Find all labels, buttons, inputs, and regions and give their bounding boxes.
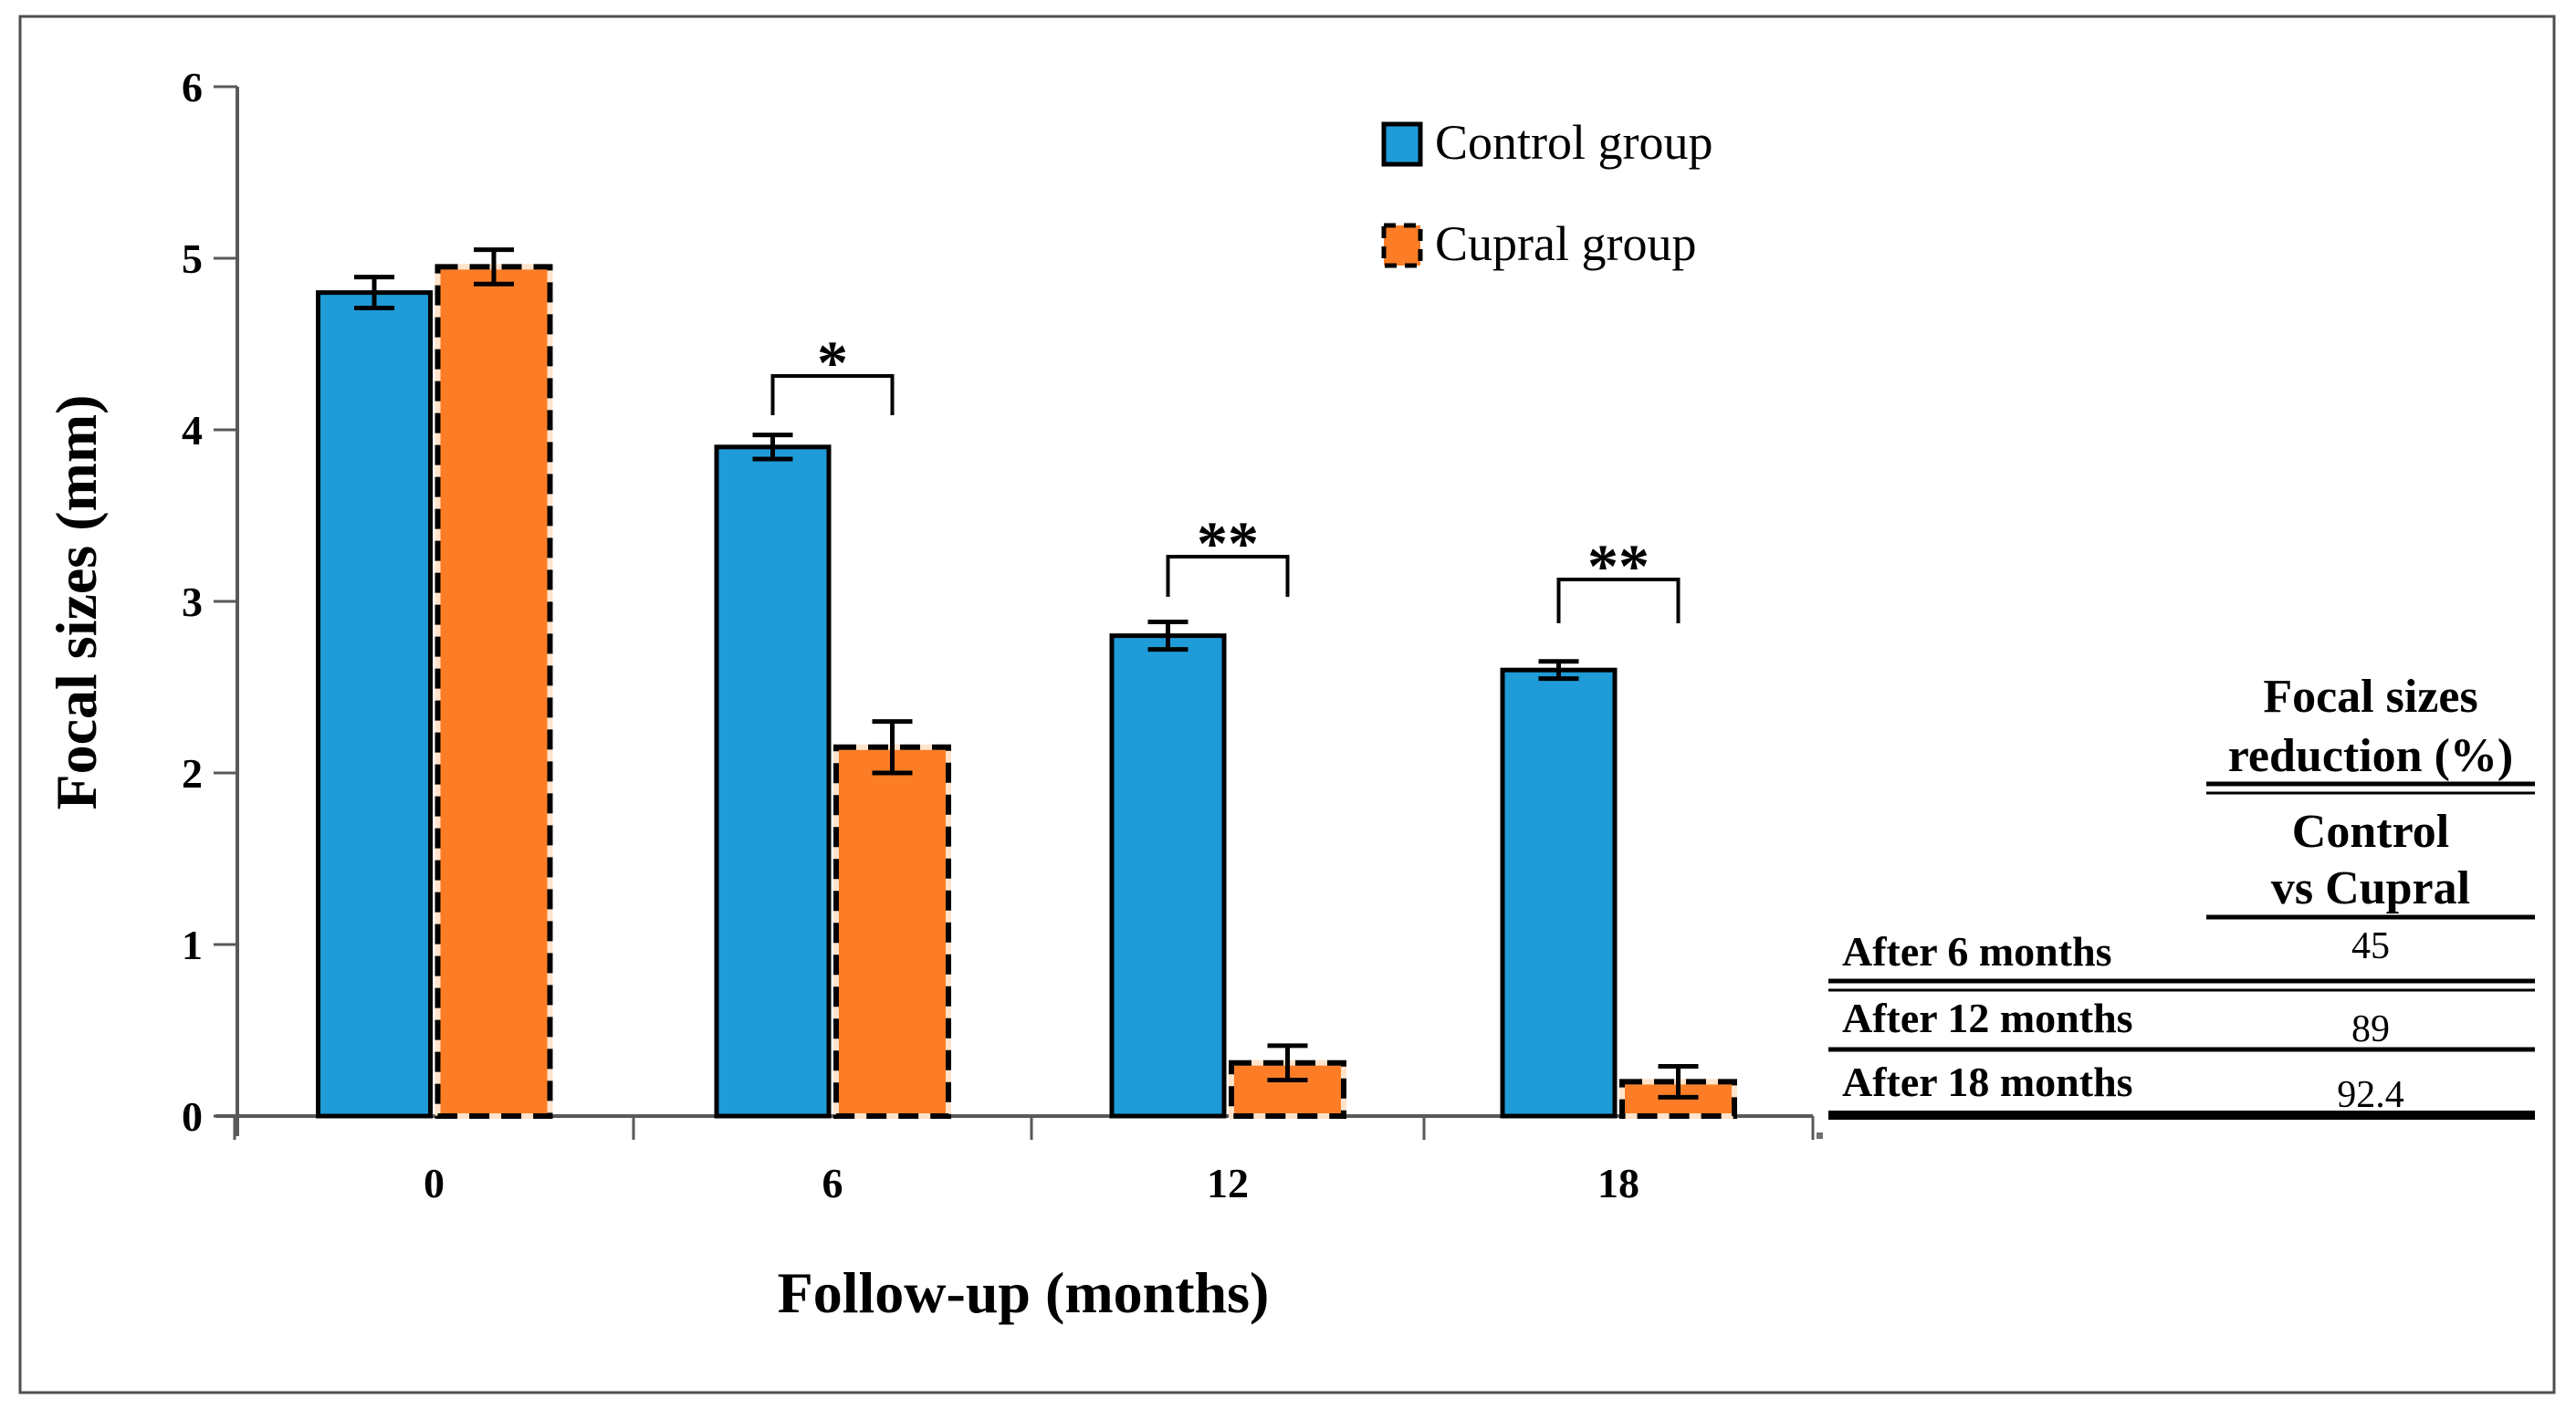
x-axis-ticks: 0 6 12 18 — [233, 1116, 1815, 1206]
legend-swatch-control — [1381, 121, 1423, 167]
error-bar-control-18 — [1538, 659, 1579, 682]
bar-cupral-6-dashed-border — [833, 744, 951, 1119]
y-tick-label: 1 — [182, 922, 203, 968]
sig-bracket-6 — [770, 374, 895, 415]
x-category-label: 0 — [424, 1160, 445, 1206]
sig-stars-12: ** — [1197, 508, 1259, 578]
table-row-label: After 18 months — [1842, 1059, 2133, 1105]
legend-item-cupral: Cupral group — [1381, 216, 1696, 271]
sig-bracket-12 — [1166, 555, 1290, 597]
figure-border — [18, 15, 2556, 1394]
y-tick-label: 2 — [182, 750, 203, 797]
table-row-value: 45 — [2351, 925, 2390, 967]
error-bar-control-12 — [1147, 620, 1189, 652]
bar-control-6 — [714, 444, 832, 1119]
legend-label: Control group — [1435, 115, 1713, 170]
table-subheader-line2: vs Cupral — [2271, 862, 2470, 914]
table-row-label: After 6 months — [1842, 928, 2112, 975]
bar-cupral-18-dashed-border — [1619, 1079, 1737, 1120]
error-bar-control-0 — [354, 275, 394, 311]
sig-bracket-18 — [1556, 578, 1681, 623]
legend-swatch-cupral — [1384, 225, 1420, 266]
error-bar-cupral-0 — [474, 247, 514, 287]
table-header-line2: reduction (%) — [2228, 730, 2513, 782]
y-tick-label: 6 — [182, 64, 203, 110]
legend-label: Cupral group — [1435, 216, 1696, 271]
bar-control-0 — [316, 290, 433, 1119]
sig-stars-18: ** — [1587, 531, 1649, 600]
bar-cupral-12-dashed-border — [1229, 1059, 1346, 1119]
axis-end-dot — [1817, 1132, 1823, 1139]
error-bars-layer — [354, 247, 1699, 1100]
table-row-value: 92.4 — [2337, 1074, 2404, 1116]
legend: Control group Cupral group — [1381, 115, 1713, 271]
sig-stars-6: * — [817, 328, 848, 397]
error-bar-cupral-12 — [1267, 1043, 1308, 1083]
x-category-label: 6 — [822, 1160, 843, 1206]
y-tick-label: 3 — [182, 579, 203, 625]
table-row-value: 89 — [2351, 1008, 2390, 1050]
error-bar-control-6 — [752, 433, 793, 462]
y-tick-label: 0 — [182, 1093, 203, 1140]
x-category-label: 18 — [1597, 1160, 1639, 1206]
y-tick-label: 4 — [182, 407, 203, 454]
error-bar-cupral-18 — [1658, 1063, 1699, 1100]
y-axis-ticks: 0 1 2 3 4 5 6 — [182, 64, 237, 1140]
bar-cupral-0 — [437, 266, 550, 1116]
bar-control-18 — [1500, 667, 1618, 1119]
legend-item-control: Control group — [1381, 115, 1713, 170]
y-axis-title: Focal sizes (mm) — [44, 395, 109, 810]
bars-layer — [316, 264, 1737, 1120]
x-axis-title: Follow-up (months) — [778, 1260, 1270, 1325]
bar-cupral-6 — [836, 746, 948, 1116]
table-header-line1: Focal sizes — [2263, 671, 2477, 723]
bar-control-12 — [1109, 633, 1227, 1119]
error-bar-cupral-6 — [872, 719, 913, 776]
y-tick-label: 5 — [182, 235, 203, 282]
significance-brackets-layer: *** ** — [770, 328, 1681, 623]
table-row-label: After 12 months — [1842, 995, 2133, 1041]
table-subheader-line1: Control — [2292, 806, 2449, 858]
x-category-label: 12 — [1207, 1160, 1249, 1206]
